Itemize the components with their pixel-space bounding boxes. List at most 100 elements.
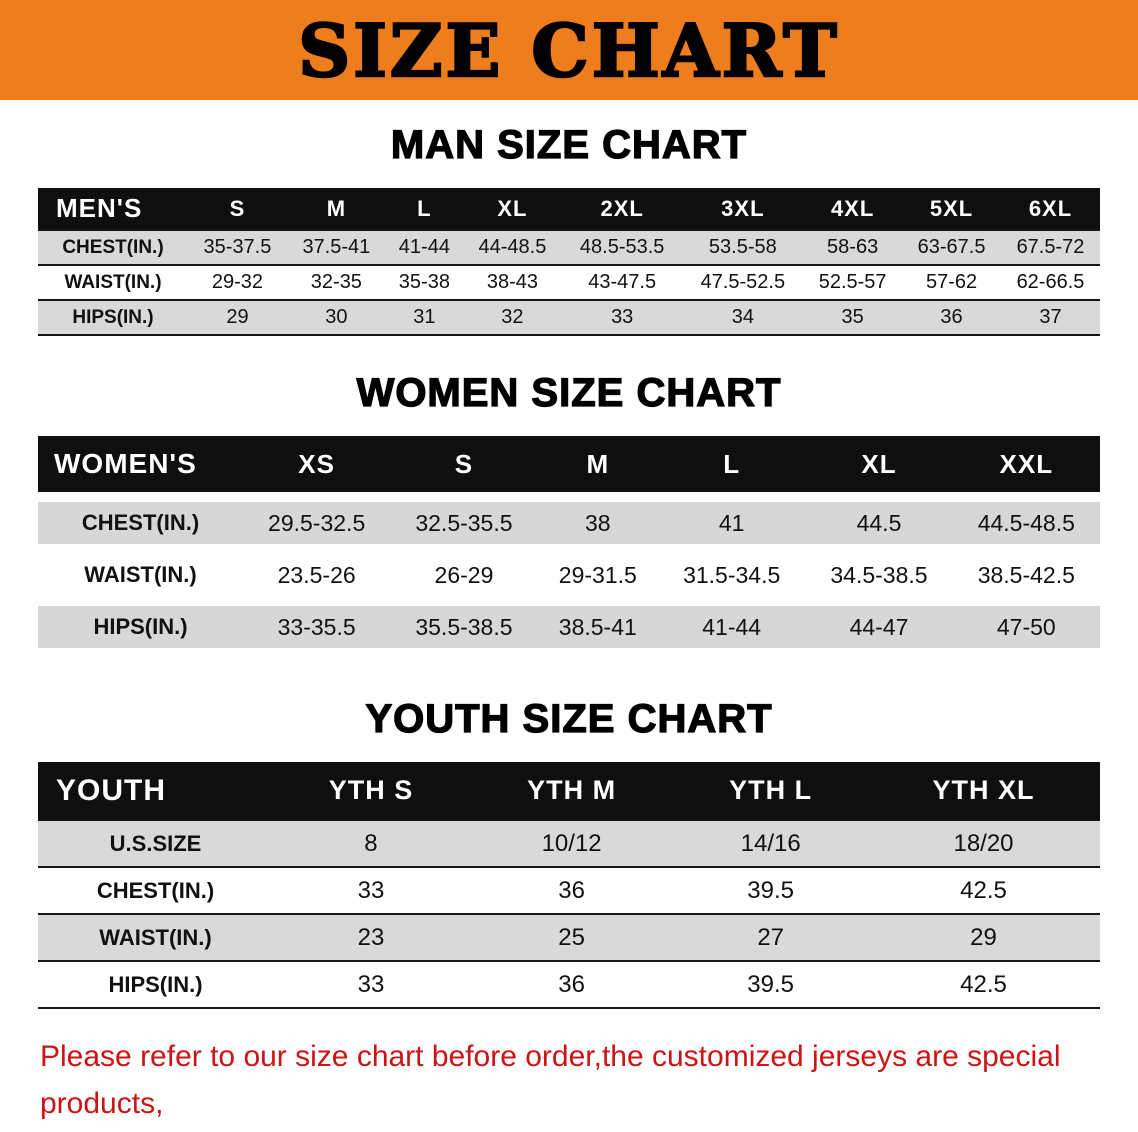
col-header: 3XL xyxy=(682,188,804,230)
col-header: YTH M xyxy=(468,762,675,820)
size-cell: 42.5 xyxy=(960,876,1007,904)
size-cell: 36 xyxy=(940,306,963,328)
size-cell: 34 xyxy=(731,306,754,328)
size-cell: 38 xyxy=(585,509,611,536)
size-cell: 29 xyxy=(970,923,997,951)
women-table-header-row: WOMEN'S XS S M L XL XXL xyxy=(38,436,1100,492)
size-cell: 67.5-72 xyxy=(1016,236,1085,258)
women-size-chart-heading: WOMEN SIZE CHART xyxy=(356,370,782,415)
footer-note-line-2: we don't accept cancel, change, teturn o… xyxy=(40,1127,1138,1132)
table-row: HIPS(IN.) 29 30 31 32 33 34 35 36 37 xyxy=(38,300,1100,335)
size-cell: 33-35.5 xyxy=(277,613,356,640)
row-label: CHEST(IN.) xyxy=(81,510,200,535)
size-cell: 48.5-53.5 xyxy=(579,236,665,258)
size-cell: 33 xyxy=(357,876,385,904)
size-cell: 14/16 xyxy=(740,829,801,857)
size-cell: 41-44 xyxy=(702,613,762,640)
size-cell: 29 xyxy=(226,306,249,328)
men-size-table: MEN'S S M L XL 2XL 3XL 4XL 5XL 6XL CHEST… xyxy=(38,188,1100,336)
size-cell: 35-37.5 xyxy=(203,236,272,258)
size-cell: 25 xyxy=(558,923,585,951)
size-cell: 27 xyxy=(757,923,785,951)
col-header: XL xyxy=(462,188,562,230)
col-header: 5XL xyxy=(902,188,1001,230)
youth-size-chart-heading: YOUTH SIZE CHART xyxy=(365,696,773,741)
size-cell: 29.5-32.5 xyxy=(268,509,366,536)
size-cell: 47.5-52.5 xyxy=(700,271,786,293)
size-cell: 30 xyxy=(325,306,348,328)
banner-title: SIZE CHART xyxy=(297,6,840,94)
row-label: WAIST(IN.) xyxy=(99,924,212,950)
col-header: L xyxy=(658,436,806,492)
size-cell: 38.5-41 xyxy=(558,613,637,640)
size-cell: 53.5-58 xyxy=(708,236,777,258)
table-row: CHEST(IN.) 29.5-32.5 32.5-35.5 38 41 44.… xyxy=(38,502,1100,544)
size-cell: 29-31.5 xyxy=(558,561,637,588)
col-header: 6XL xyxy=(1000,188,1100,230)
size-cell: 37 xyxy=(1039,306,1062,328)
men-table-corner-label: MEN'S xyxy=(38,188,188,230)
size-cell: 44.5-48.5 xyxy=(977,509,1075,536)
man-size-chart-heading: MAN SIZE CHART xyxy=(390,122,748,167)
size-cell: 44.5 xyxy=(856,509,902,536)
women-size-table: WOMEN'S XS S M L XL XXL CHEST(IN.) 29.5-… xyxy=(38,426,1100,658)
size-cell: 39.5 xyxy=(747,876,795,904)
size-cell: 18/20 xyxy=(953,829,1014,857)
table-row: WAIST(IN.) 23.5-26 26-29 29-31.5 31.5-34… xyxy=(38,554,1100,596)
col-header: 4XL xyxy=(803,188,903,230)
size-cell: 23.5-26 xyxy=(277,561,356,588)
row-label: HIPS(IN.) xyxy=(72,306,154,328)
row-label: WAIST(IN.) xyxy=(84,562,197,587)
youth-table-header-row: YOUTH YTH S YTH M YTH L YTH XL xyxy=(38,762,1100,820)
row-label: CHEST(IN.) xyxy=(62,236,164,258)
size-cell: 31.5-34.5 xyxy=(683,561,781,588)
size-cell: 33 xyxy=(357,970,385,998)
col-header: XS xyxy=(243,436,391,492)
size-cell: 35.5-38.5 xyxy=(415,613,513,640)
size-cell: 37.5-41 xyxy=(302,236,371,258)
col-header: 2XL xyxy=(561,188,683,230)
size-cell: 33 xyxy=(611,306,634,328)
size-cell: 44-47 xyxy=(849,613,909,640)
row-label: CHEST(IN.) xyxy=(96,877,215,903)
size-cell: 32.5-35.5 xyxy=(415,509,513,536)
youth-table-corner-label: YOUTH xyxy=(38,762,273,820)
size-cell: 10/12 xyxy=(541,829,602,857)
row-label: U.S.SIZE xyxy=(109,830,202,856)
size-cell: 44-48.5 xyxy=(478,236,547,258)
size-cell: 34.5-38.5 xyxy=(830,561,928,588)
col-header: S xyxy=(390,436,538,492)
table-row: HIPS(IN.) 33 36 39.5 42.5 xyxy=(38,961,1100,1008)
size-cell: 31 xyxy=(413,306,436,328)
row-label: WAIST(IN.) xyxy=(64,271,162,293)
size-cell: 36 xyxy=(558,876,585,904)
table-row: CHEST(IN.) 35-37.5 37.5-41 41-44 44-48.5… xyxy=(38,230,1100,265)
col-header: M xyxy=(537,436,659,492)
size-cell: 8 xyxy=(364,829,378,857)
size-cell: 58-63 xyxy=(827,236,879,258)
size-cell: 41 xyxy=(718,509,745,536)
size-cell: 38-43 xyxy=(486,271,538,293)
table-row: WAIST(IN.) 29-32 32-35 35-38 38-43 43-47… xyxy=(38,265,1100,300)
col-header: XXL xyxy=(952,436,1100,492)
size-cell: 32-35 xyxy=(310,271,362,293)
table-row: HIPS(IN.) 33-35.5 35.5-38.5 38.5-41 41-4… xyxy=(38,606,1100,648)
footer-note: Please refer to our size chart before or… xyxy=(40,1033,1138,1132)
size-cell: 43-47.5 xyxy=(588,271,657,293)
row-label: HIPS(IN.) xyxy=(108,971,203,997)
col-header: XL xyxy=(805,436,953,492)
size-cell: 38.5-42.5 xyxy=(977,561,1075,588)
women-table-corner-label: WOMEN'S xyxy=(38,436,243,492)
size-cell: 42.5 xyxy=(960,970,1007,998)
size-cell: 63-67.5 xyxy=(917,236,986,258)
table-row: CHEST(IN.) 33 36 39.5 42.5 xyxy=(38,867,1100,914)
size-cell: 41-44 xyxy=(398,236,450,258)
size-cell: 36 xyxy=(558,970,585,998)
size-cell: 23 xyxy=(357,923,385,951)
size-cell: 32 xyxy=(501,306,524,328)
table-row: WAIST(IN.) 23 25 27 29 xyxy=(38,914,1100,961)
table-row: U.S.SIZE 8 10/12 14/16 18/20 xyxy=(38,820,1100,867)
size-cell: 35 xyxy=(841,306,864,328)
banner: SIZE CHART xyxy=(0,0,1138,100)
size-cell: 62-66.5 xyxy=(1016,271,1085,293)
